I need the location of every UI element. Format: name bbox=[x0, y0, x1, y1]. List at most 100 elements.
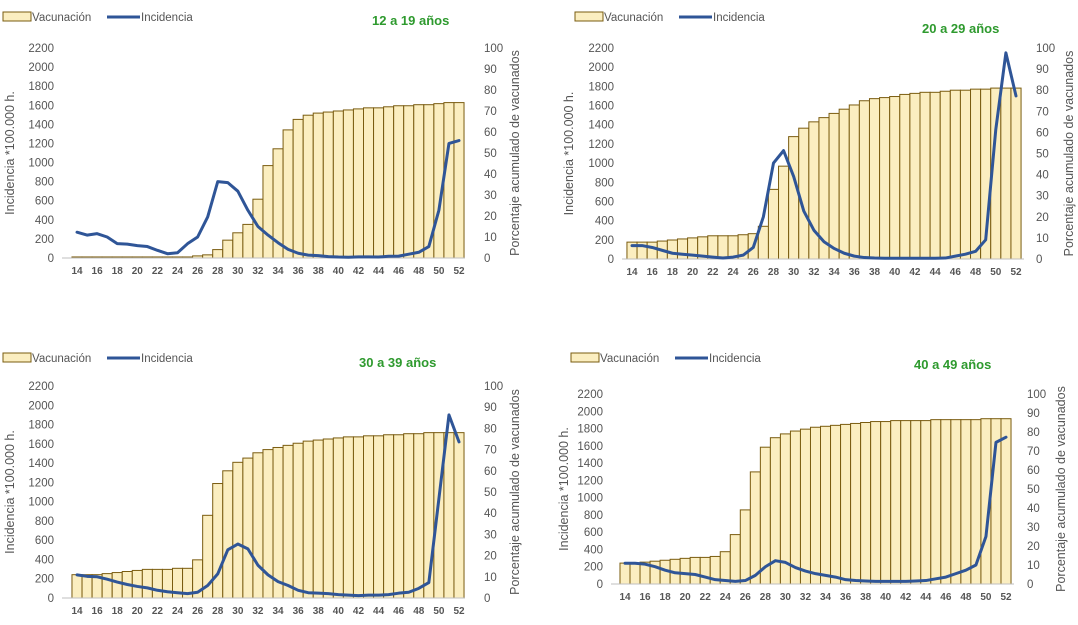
left-axis-tick-label: 1000 bbox=[28, 497, 54, 509]
x-axis-tick-label: 20 bbox=[132, 606, 144, 617]
right-axis-tick-label: 50 bbox=[484, 148, 497, 160]
vacunacion-bar bbox=[910, 420, 922, 585]
x-axis-tick-label: 14 bbox=[619, 592, 631, 603]
vacunacion-bar bbox=[808, 121, 820, 260]
vacunacion-bar bbox=[453, 432, 465, 599]
right-axis-tick-label: 30 bbox=[1027, 522, 1040, 534]
vacunacion-bar bbox=[717, 235, 729, 260]
legend-label-vacunacion: Vacunación bbox=[600, 353, 659, 365]
vacunacion-bar bbox=[212, 249, 224, 259]
right-axis-tick-label: 100 bbox=[484, 381, 503, 393]
vacunacion-bar bbox=[342, 109, 354, 259]
left-axis-tick-label: 0 bbox=[48, 593, 54, 605]
left-axis-tick-label: 800 bbox=[584, 510, 603, 522]
left-axis-tick-label: 1200 bbox=[28, 477, 54, 489]
left-axis-tick-label: 1200 bbox=[588, 139, 614, 151]
x-axis-tick-label: 20 bbox=[680, 592, 692, 603]
x-axis-tick-label: 50 bbox=[990, 267, 1002, 278]
vacunacion-bar bbox=[413, 104, 425, 259]
x-axis-tick-label: 28 bbox=[768, 267, 780, 278]
vacunacion-bar bbox=[403, 105, 415, 259]
right-axis-tick-label: 50 bbox=[484, 487, 497, 499]
vacunacion-bar bbox=[830, 424, 842, 585]
x-axis-tick-label: 16 bbox=[639, 592, 651, 603]
x-axis-tick-label: 44 bbox=[373, 606, 385, 617]
left-axis-tick-label: 2000 bbox=[28, 62, 54, 74]
left-axis-tick-label: 400 bbox=[35, 554, 54, 566]
right-axis-tick-label: 40 bbox=[484, 169, 497, 181]
vacunacion-bar bbox=[788, 136, 800, 260]
vacunacion-bar bbox=[689, 556, 701, 585]
left-axis-tick-label: 1400 bbox=[28, 458, 54, 470]
vacunacion-bar bbox=[302, 440, 314, 599]
x-axis-tick-label: 40 bbox=[880, 592, 892, 603]
x-axis-tick-label: 18 bbox=[667, 267, 679, 278]
right-axis-tick-label: 0 bbox=[1036, 254, 1042, 266]
vacunacion-bar bbox=[272, 446, 284, 599]
chart-panel-2: 0200400600800100012001400160018002000220… bbox=[562, 11, 1076, 278]
left-axis-tick-label: 600 bbox=[35, 196, 54, 208]
vacunacion-bar bbox=[619, 562, 631, 585]
vacunacion-bar bbox=[232, 232, 244, 259]
left-axis-tick-label: 800 bbox=[35, 177, 54, 189]
right-axis-tick-label: 40 bbox=[1027, 503, 1040, 515]
vacunacion-bar bbox=[778, 165, 790, 260]
left-axis-title: Incidencia *100.000 h. bbox=[3, 430, 17, 554]
x-axis-tick-label: 52 bbox=[1000, 592, 1012, 603]
x-axis-tick-label: 48 bbox=[413, 606, 425, 617]
vacunacion-bar bbox=[373, 435, 385, 599]
left-axis-tick-label: 200 bbox=[35, 574, 54, 586]
right-axis-tick-label: 60 bbox=[484, 127, 497, 139]
left-axis-tick-label: 2000 bbox=[577, 406, 603, 418]
left-axis-tick-label: 1800 bbox=[28, 420, 54, 432]
left-axis-tick-label: 200 bbox=[584, 562, 603, 574]
incidencia-line bbox=[75, 413, 461, 598]
legend-label-incidencia: Incidencia bbox=[141, 12, 193, 24]
x-axis-tick-label: 24 bbox=[172, 606, 184, 617]
right-axis-tick-label: 20 bbox=[1027, 541, 1040, 553]
chart-title: 40 a 49 años bbox=[914, 357, 991, 372]
x-axis-tick-label: 22 bbox=[152, 606, 164, 617]
x-axis-tick-label: 40 bbox=[333, 606, 345, 617]
x-axis-tick-label: 28 bbox=[212, 266, 224, 277]
x-axis-tick-label: 44 bbox=[373, 266, 385, 277]
vacunacion-bar bbox=[919, 91, 931, 260]
x-axis-tick-label: 34 bbox=[272, 606, 284, 617]
right-axis-tick-label: 80 bbox=[484, 423, 497, 435]
vacunacion-bar bbox=[282, 129, 294, 259]
right-axis-tick-label: 10 bbox=[1027, 560, 1040, 572]
incidencia-line bbox=[623, 435, 1008, 583]
x-axis-tick-label: 36 bbox=[840, 592, 852, 603]
vacunacion-bar bbox=[699, 556, 711, 585]
right-axis-tick-label: 90 bbox=[1027, 408, 1040, 420]
left-axis-tick-label: 800 bbox=[35, 516, 54, 528]
vacunacion-bar bbox=[141, 568, 153, 599]
right-axis-tick-label: 60 bbox=[1036, 127, 1049, 139]
right-axis-tick-label: 70 bbox=[484, 106, 497, 118]
vacunacion-bar bbox=[383, 106, 395, 259]
vacunacion-bar bbox=[798, 127, 810, 260]
legend-label-vacunacion: Vacunación bbox=[32, 353, 91, 365]
left-axis-title: Incidencia *100.000 h. bbox=[557, 427, 571, 551]
x-axis-tick-label: 38 bbox=[313, 606, 325, 617]
vacunacion-bar bbox=[352, 436, 365, 599]
vacunacion-bar bbox=[322, 111, 334, 259]
vacunacion-bar bbox=[111, 572, 123, 599]
left-axis-tick-label: 1800 bbox=[28, 81, 54, 93]
x-axis-tick-label: 50 bbox=[980, 592, 992, 603]
vacunacion-bar bbox=[840, 423, 852, 585]
vacunacion-bar bbox=[950, 419, 962, 585]
right-axis-tick-label: 20 bbox=[1036, 212, 1049, 224]
vacunacion-bar bbox=[870, 421, 882, 585]
vacunacion-bar bbox=[799, 428, 811, 585]
right-axis-tick-label: 30 bbox=[484, 529, 497, 541]
left-axis-tick-label: 200 bbox=[595, 235, 614, 247]
left-axis-tick-label: 400 bbox=[595, 216, 614, 228]
x-axis-tick-label: 30 bbox=[232, 606, 244, 617]
left-axis-tick-label: 2000 bbox=[588, 62, 614, 74]
vacunacion-bar bbox=[970, 88, 982, 260]
x-axis-tick-label: 32 bbox=[252, 606, 264, 617]
legend-label-vacunacion: Vacunación bbox=[32, 12, 91, 24]
vacunacion-bar bbox=[939, 90, 951, 260]
left-axis-tick-label: 600 bbox=[595, 196, 614, 208]
